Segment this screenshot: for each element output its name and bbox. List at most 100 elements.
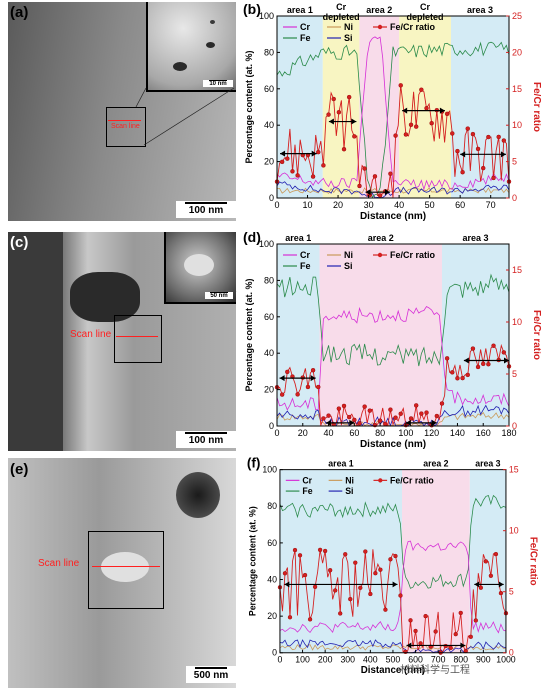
legend-label-fe: Fe [300, 261, 311, 271]
x-tick-label: 40 [394, 200, 404, 210]
ratio-marker [418, 641, 423, 646]
legend-label-fe: Fe [302, 486, 312, 496]
panel-letter-a: (a) [10, 4, 29, 21]
tem-image-a: 10 nm Scan line 100 nm [8, 2, 236, 221]
ratio-marker [475, 364, 481, 370]
x-tick-label: 700 [431, 655, 446, 665]
ratio-marker [388, 557, 393, 562]
y-tick-label: 0 [269, 421, 274, 431]
tem-image-c: 50 nm Scan line 100 nm [8, 232, 236, 451]
scan-box-c [114, 315, 162, 363]
ratio-marker [408, 618, 413, 623]
x-tick-label: 120 [424, 428, 439, 438]
y2-axis-label: Fe/Cr ratio [531, 82, 541, 132]
area-band-2 [322, 16, 360, 198]
y2-tick-label: 5 [509, 587, 514, 597]
ratio-marker [295, 392, 300, 397]
area-band-1 [277, 16, 323, 198]
chart-d: area 1 area 2 area 30 20 40 60 80 100 120 140 160 1… [243, 230, 541, 450]
ratio-marker [285, 156, 290, 161]
x-tick-label: 60 [455, 200, 465, 210]
legend-label-si: Si [345, 486, 353, 496]
arrow-head-right-1 [310, 375, 316, 382]
y-tick-label: 40 [264, 120, 274, 130]
ratio-marker [419, 87, 424, 92]
ratio-marker [488, 573, 494, 578]
ratio-marker [383, 607, 388, 612]
ratio-marker [368, 591, 373, 597]
x-tick-label: 500 [386, 655, 401, 665]
area-label-4-line2: depleted [407, 12, 444, 22]
scale-bar-a: 100 nm [176, 201, 236, 218]
ratio-marker [413, 124, 419, 129]
scan-line-c [116, 336, 158, 337]
area-label-3: area 3 [462, 233, 488, 243]
x-tick-label: 800 [453, 655, 468, 665]
ratio-marker [317, 547, 323, 553]
ratio-marker [429, 121, 434, 126]
y-axis-label: Percentage content (at. %) [248, 506, 258, 616]
ratio-marker [367, 408, 373, 413]
ratio-marker [341, 403, 347, 409]
inset-scale-bar-a: 10 nm [203, 80, 233, 87]
ratio-marker [290, 169, 295, 174]
ratio-marker [279, 392, 285, 397]
ratio-marker [491, 343, 496, 348]
area-label-2-line2: depleted [323, 12, 360, 22]
y2-tick-label: 20 [512, 47, 522, 57]
arrow-head-right-1 [392, 581, 398, 588]
y2-tick-label: 10 [509, 526, 519, 536]
y2-tick-label: 15 [512, 84, 522, 94]
ratio-marker [343, 552, 348, 557]
ratio-marker [346, 94, 352, 100]
ratio-marker [444, 356, 450, 361]
ratio-marker [357, 183, 362, 189]
ratio-marker [408, 416, 414, 421]
ratio-marker [312, 584, 318, 589]
area-band-1 [279, 469, 402, 653]
ratio-marker [458, 610, 463, 616]
scan-box-e [88, 531, 164, 609]
series-line-fe [276, 41, 510, 199]
ratio-marker [481, 361, 486, 367]
x-axis-label: Distance (nm) [360, 439, 426, 450]
arrow-head-left-1 [279, 375, 285, 382]
ratio-marker [419, 411, 424, 416]
scan-line-label-c: Scan line [70, 329, 112, 340]
legend-label-si: Si [344, 33, 353, 43]
x-tick-label: 20 [333, 200, 343, 210]
ratio-marker [393, 415, 398, 420]
ratio-marker [478, 585, 483, 590]
ratio-marker [326, 112, 331, 117]
arrow-head-left-2 [325, 419, 331, 426]
ratio-marker [486, 134, 491, 140]
ratio-marker [321, 163, 326, 168]
watermark: 材料科学与工程 [400, 665, 470, 676]
inset-scale-label-c: 50 nm [210, 293, 228, 299]
inset-image-c: 50 nm [164, 232, 236, 304]
ratio-marker [398, 411, 403, 416]
x-tick-label: 20 [298, 428, 308, 438]
legend-label-cr: Cr [300, 250, 310, 260]
area-label-1: area 1 [328, 459, 353, 469]
ratio-marker [475, 146, 481, 152]
y2-tick-label: 5 [512, 369, 517, 379]
ratio-marker [362, 404, 367, 409]
area-band-2 [319, 244, 442, 426]
y2-axis-label: Fe/Cr ratio [531, 310, 541, 360]
ratio-marker [326, 413, 331, 418]
x-tick-label: 100 [398, 428, 413, 438]
y2-tick-label: 10 [512, 120, 522, 130]
ratio-marker [292, 547, 298, 553]
series-line-ni [279, 644, 507, 651]
ratio-marker [455, 148, 460, 154]
arrow-head-right-3 [384, 189, 390, 196]
legend-label-ni: Ni [344, 22, 353, 32]
x-tick-label: 10 [303, 200, 313, 210]
ratio-marker [424, 410, 429, 415]
ratio-marker [328, 568, 333, 573]
legend-label-ratio: Fe/Cr ratio [390, 250, 436, 260]
ratio-marker [473, 618, 478, 623]
ratio-marker [348, 596, 353, 602]
